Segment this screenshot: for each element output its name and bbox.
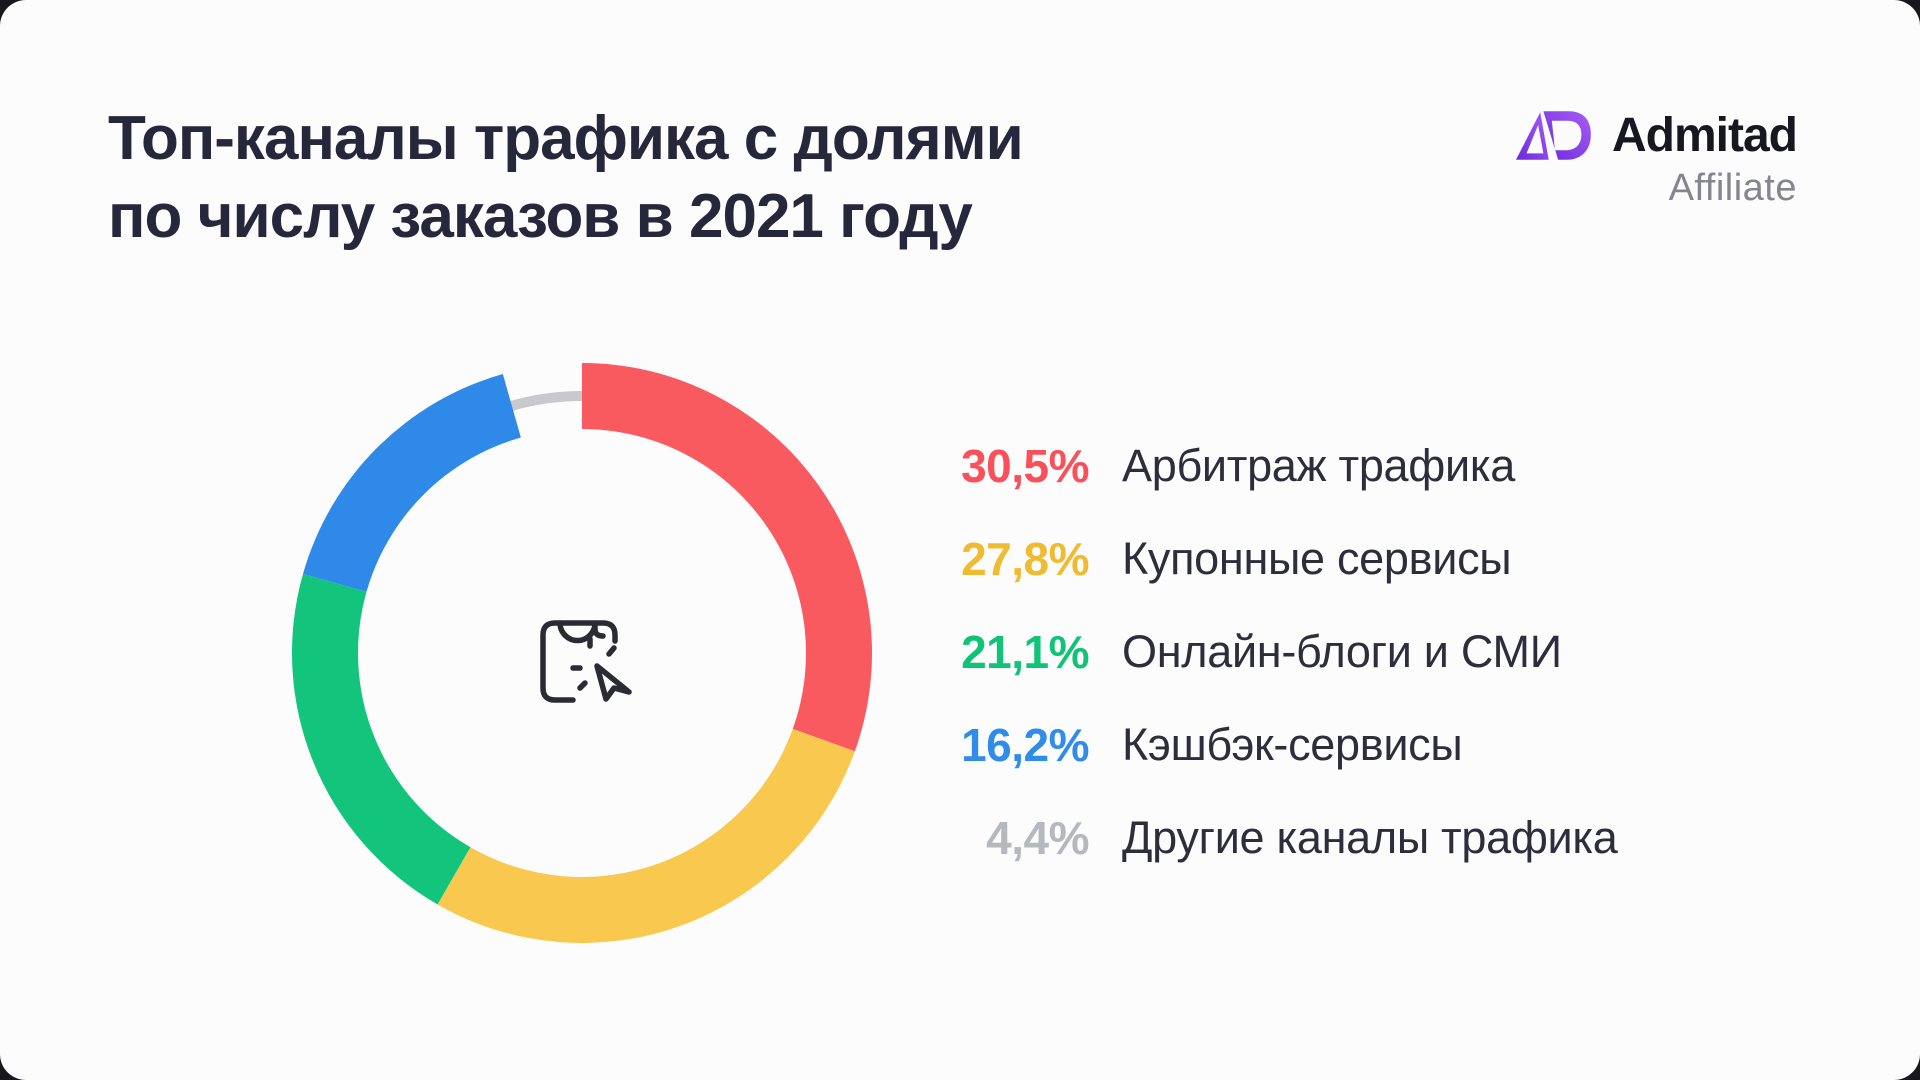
legend-value: 21,1% [961,625,1089,678]
legend-label: Купонные сервисы [1122,533,1512,584]
legend-row: 21,1% Онлайн-блоги и СМИ [849,605,1618,698]
legend-value: 27,8% [961,532,1089,585]
brand-subtitle: Affiliate [1668,167,1797,209]
legend-value: 16,2% [961,718,1089,771]
donut-segment-0 [582,363,873,752]
cursor-arrow [594,663,632,702]
brand-name: Admitad [1612,109,1798,162]
bag-body [540,620,618,703]
donut-segments [291,363,873,943]
click-sparks [570,636,617,691]
brand-logo-row: Admitad [1516,108,1798,163]
legend-label: Другие каналы трафика [1122,812,1618,863]
shopping-bag-click-icon [540,620,632,703]
donut-segment-1 [437,728,855,943]
legend-row: 16,2% Кэшбэк-сервисы [849,698,1618,791]
page-title-line1: Топ-каналы трафика с долями [108,104,1024,173]
legend-label: Арбитраж трафика [1122,440,1515,491]
legend-row: 4,4% Другие каналы трафика [849,791,1618,884]
legend-row: 30,5% Арбитраж трафика [849,419,1618,512]
donut-segment-4 [506,391,587,411]
legend-label: Онлайн-блоги и СМИ [1122,626,1562,677]
page-title-line2: по числу заказов в 2021 году [108,182,973,251]
legend-value: 4,4% [986,811,1089,864]
legend-value: 30,5% [961,439,1089,492]
admitad-logo-icon [1516,111,1591,160]
page-title: Топ-каналы трафика с долями по числу зак… [108,100,1024,256]
legend-label: Кэшбэк-сервисы [1122,719,1463,770]
chart-legend: 30,5% Арбитраж трафика 27,8% Купонные се… [849,419,1618,884]
bag-handle [557,620,606,644]
brand-logo: Admitad Affiliate [1516,108,1798,210]
donut-segment-3 [303,374,521,592]
legend-row: 27,8% Купонные сервисы [849,512,1618,605]
donut-segment-2 [291,573,471,905]
